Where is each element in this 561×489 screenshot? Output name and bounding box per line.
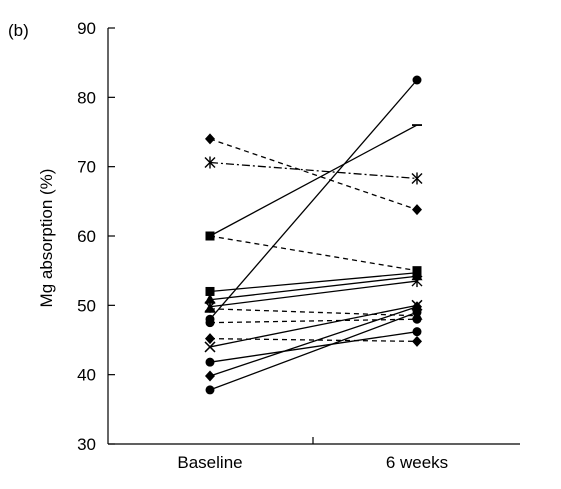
series-6-point-baseline <box>204 293 216 304</box>
series-line-1 <box>209 124 418 237</box>
x-tick-label-0: Baseline <box>177 453 242 472</box>
series-line-5 <box>209 272 418 293</box>
series-line-0 <box>209 79 418 320</box>
y-axis-title: Mg absorption (%) <box>37 169 56 308</box>
series-line-6 <box>209 275 418 301</box>
y-tick-label-50: 50 <box>77 296 96 315</box>
series-10-point-6weeks <box>412 335 422 347</box>
series-line-9 <box>209 318 418 324</box>
y-tick-label-90: 90 <box>77 19 96 38</box>
series-12-point-baseline <box>205 357 215 367</box>
series-10-point-baseline <box>205 333 215 345</box>
y-tick-label-70: 70 <box>77 158 96 177</box>
series-12-point-6weeks <box>412 327 422 337</box>
series-line-8 <box>209 308 418 317</box>
series-lines <box>209 79 418 391</box>
series-7-point-6weeks <box>411 275 423 288</box>
series-markers <box>204 75 423 395</box>
y-tick-label-30: 30 <box>77 435 96 454</box>
series-14-point-6weeks <box>412 307 422 317</box>
series-14-point-baseline <box>205 385 215 395</box>
axes: 30 40 50 60 70 80 90 Baseline 6 weeks <box>77 19 520 472</box>
series-line-4 <box>209 235 418 272</box>
series-0-point-6weeks <box>412 75 422 85</box>
series-3-point-6weeks <box>411 172 423 185</box>
series-11-point-baseline <box>204 341 216 353</box>
series-line-14 <box>209 311 418 391</box>
series-9-point-6weeks <box>412 314 422 324</box>
series-4-point-baseline <box>205 231 215 241</box>
series-8-point-baseline <box>204 302 216 313</box>
series-line-12 <box>209 331 418 363</box>
series-line-10 <box>209 337 418 343</box>
series-line-2 <box>209 138 418 211</box>
panel-label: (b) <box>8 21 29 40</box>
series-line-3 <box>209 161 418 180</box>
series-13-point-baseline <box>205 370 215 382</box>
series-line-7 <box>209 280 418 308</box>
series-5-point-baseline <box>205 286 215 296</box>
y-tick-label-40: 40 <box>77 366 96 385</box>
y-tick-label-60: 60 <box>77 227 96 246</box>
series-9-point-baseline <box>205 318 215 328</box>
series-2-point-6weeks <box>412 204 422 216</box>
series-3-point-baseline <box>204 156 216 169</box>
series-2-point-baseline <box>205 133 215 145</box>
x-tick-label-1: 6 weeks <box>386 453 448 472</box>
series-line-13 <box>209 306 418 377</box>
y-tick-label-80: 80 <box>77 88 96 107</box>
series-line-11 <box>209 304 418 348</box>
